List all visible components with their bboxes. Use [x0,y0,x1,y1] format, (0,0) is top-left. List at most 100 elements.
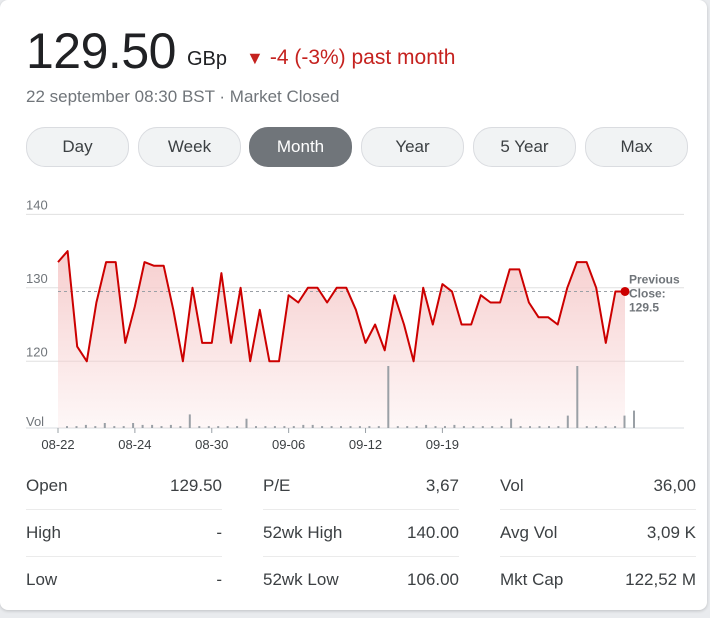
stat-label: P/E [263,476,291,495]
volume-bar [188,414,191,428]
tab-max[interactable]: Max [585,127,688,167]
volume-bar [311,424,314,428]
range-tabs: Day Week Month Year 5 Year Max [26,127,696,167]
volume-bar [472,426,475,428]
stat-row-vol: Vol 36,00 [500,463,696,510]
volume-bar [198,426,201,428]
last-price-dot [620,286,630,296]
price-chart[interactable]: 140 130 120 Vol 08-22 08-24 08-30 09-06 09-12 09-… [0,200,707,460]
volume-bar [491,426,494,428]
stat-row-low: Low - [26,557,222,603]
stat-value: 3,09 K [646,523,696,542]
stat-row-52wk-low: 52wk Low 106.00 [263,557,459,603]
stat-value: 122,52 M [625,570,696,589]
stat-label: Low [26,570,58,589]
tab-5-year[interactable]: 5 Year [473,127,576,167]
stat-label: Mkt Cap [500,570,564,589]
stat-label: Vol [500,476,524,495]
stat-row-52wk-high: 52wk High 140.00 [263,510,459,557]
volume-bar [500,426,503,428]
volume-bar [529,426,531,428]
volume-bar [141,424,144,428]
price-area [58,251,625,428]
volume-bar [330,426,333,428]
volume-bar [548,426,550,428]
tab-label: Month [276,137,325,156]
volume-bar [614,426,617,428]
volume-bar [94,426,97,428]
x-tick-label: 09-12 [349,437,382,452]
tab-label: Week [167,137,212,156]
volume-bar [368,426,371,428]
volume-bar [453,424,456,428]
volume-bar [245,418,248,428]
tab-month[interactable]: Month [249,127,352,167]
volume-bar [396,426,399,428]
currency-label: GBp [187,48,228,70]
volume-bar [434,426,437,428]
volume-label: Vol [26,414,44,429]
stat-label: 52wk High [263,523,343,542]
stat-row-mkt-cap: Mkt Cap 122,52 M [500,557,696,603]
volume-bar [585,426,588,428]
volume-bar [179,426,182,428]
stat-label: 52wk Low [263,570,339,589]
stat-value: 106.00 [407,570,459,589]
tab-week[interactable]: Week [138,127,241,167]
stat-row-high: High - [26,510,222,557]
volume-bar [576,366,579,428]
volume-bar [377,426,380,428]
volume-bar [387,366,390,428]
y-tick-label: 120 [26,344,48,359]
tab-day[interactable]: Day [26,127,129,167]
volume-bar [425,424,428,428]
volume-bar [415,426,418,428]
volume-bar [406,426,409,428]
volume-bar [358,426,361,428]
y-tick-label: 140 [26,200,48,212]
stat-row-avg-vol: Avg Vol 3,09 K [500,510,696,557]
volume-bar [623,415,626,428]
stat-value: 140.00 [407,523,459,542]
volume-bar [519,426,522,428]
down-arrow-icon: ▼ [246,47,264,68]
volume-bar [283,426,286,428]
volume-bar [462,426,465,428]
volume-bar [321,426,324,428]
volume-bar [292,426,295,428]
volume-bar [510,418,513,428]
stat-value: - [216,570,222,589]
stat-label: High [26,523,61,542]
volume-bar [566,415,569,428]
volume-bar [169,424,172,428]
tab-label: 5 Year [500,137,549,156]
price-line [57,250,625,363]
volume-bar [113,426,116,428]
volume-bar [160,426,163,428]
stats-column: Open 129.50 High - Low - [26,463,222,603]
volume-bar [595,426,598,428]
volume-bar [132,423,135,428]
volume-bar [481,426,484,428]
volume-bar [122,426,125,428]
stats-column: Vol 36,00 Avg Vol 3,09 K Mkt Cap 122,52 M [500,463,696,603]
volume-bar [633,410,635,428]
volume-bar [255,426,257,428]
current-price: 129.50 [26,23,176,79]
price-change-text: -4 (-3%) past month [269,46,456,69]
stat-value: 129.50 [170,476,222,495]
volume-bar [236,426,239,428]
previous-close-label: Close: [629,286,666,300]
x-tick-label: 09-19 [426,437,459,452]
volume-bar [264,426,267,428]
x-tick-label: 08-22 [41,437,74,452]
y-tick-label: 130 [26,271,48,286]
tab-year[interactable]: Year [361,127,464,167]
stats-column: P/E 3,67 52wk High 140.00 52wk Low 106.00 [263,463,459,603]
volume-bar [66,426,68,428]
volume-bar [273,426,276,428]
stats-grid: Open 129.50 High - Low - P/E 3,67 52wk High 1… [26,463,696,603]
stat-row-pe: P/E 3,67 [263,463,459,510]
stat-label: Open [26,476,68,495]
